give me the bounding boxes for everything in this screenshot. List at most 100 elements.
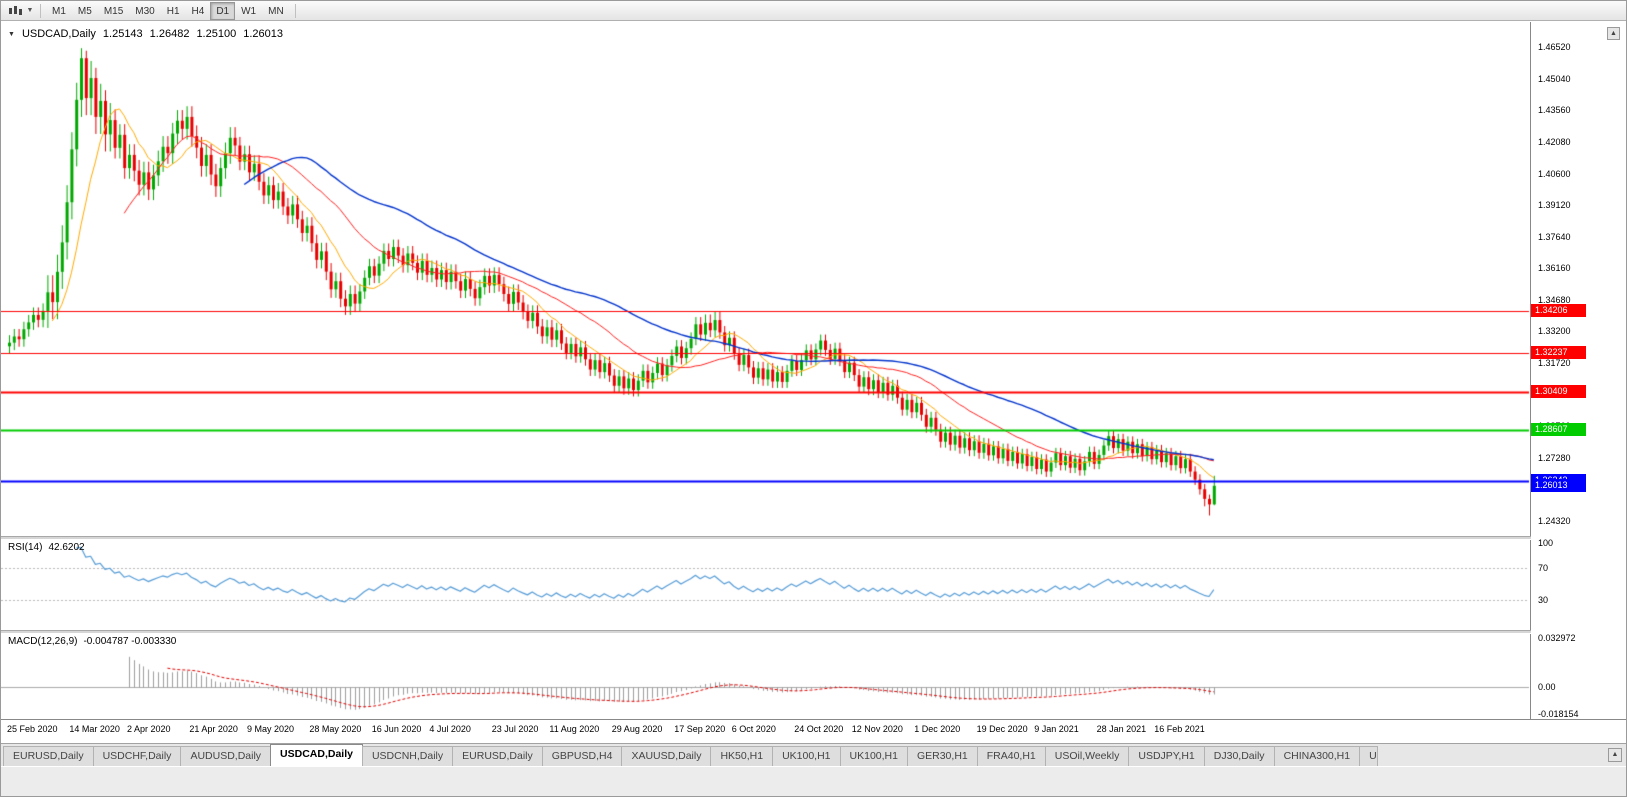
rsi-level-label: 70 [1538,562,1549,573]
price-axis-label: 1.36160 [1538,263,1571,274]
date-axis-label: 28 May 2020 [309,724,362,734]
price-axis-label: 1.42080 [1538,136,1571,147]
symbol-tab[interactable]: FRA40,H1 [976,746,1046,766]
date-axis-label: 12 Nov 2020 [851,724,903,734]
symbol-tab[interactable]: USOil,Weekly [1044,746,1130,766]
chart-symbol-label: USDCAD,Daily [21,28,96,40]
symbol-tab[interactable]: USDJPY,H1 [1128,746,1205,766]
timeframe-button-h1[interactable]: H1 [166,5,180,17]
chart-canvas[interactable] [1,22,1626,743]
ohlc-open: 1.25143 [102,28,143,40]
symbol-tab[interactable]: UK100,H1 [772,746,841,766]
symbol-tab[interactable]: DJ30,Daily [1203,746,1275,766]
timeframe-button-w1[interactable]: W1 [241,5,257,17]
timeframe-group: M1 M5 M15 M30 H1 H4 D1 W1 MN [46,1,290,20]
symbol-tab[interactable]: CHINA300,H1 [1273,746,1361,766]
date-axis[interactable]: 25 Feb 2020 14 Mar 2020 2 Apr 2020 21 Apr 2… [1,720,1626,742]
date-axis-label: 19 Dec 2020 [976,724,1028,734]
macd-indicator-label: MACD(12,26,9) -0.004787 -0.003330 [8,636,176,647]
date-axis-label: 6 Oct 2020 [731,724,776,734]
ohlc-close: 1.26013 [243,28,283,40]
toolbar-separator [40,3,41,18]
tab-scroll-button[interactable]: ▲ [1608,748,1622,762]
price-axis-label: 1.27280 [1538,452,1571,463]
price-axis-label: 1.24320 [1538,515,1571,526]
price-axis-label: 1.31720 [1538,358,1571,368]
timeframe-button-m1[interactable]: M1 [52,5,66,17]
rsi-value: 42.6202 [48,542,85,553]
price-axis-label: 1.43560 [1538,105,1571,116]
symbol-tab[interactable]: USDCHF,Daily [92,746,182,766]
date-axis-label: 9 Jan 2021 [1034,724,1079,734]
rsi-level-label: 30 [1538,595,1549,606]
date-axis-label: 4 Jul 2020 [429,724,471,734]
pane-splitter-macd[interactable] [1,630,1626,634]
status-bar [1,766,1626,796]
symbol-tab[interactable]: GBPUSD,H4 [541,746,623,766]
timeframe-button-mn[interactable]: MN [268,5,284,17]
symbol-tab[interactable]: XAUUSD,Daily [621,746,712,766]
symbol-caret-icon: ▼ [8,30,15,38]
macd-axis-label: 0.032972 [1538,633,1576,643]
macd-axis-label: -0.018154 [1538,709,1579,719]
hline-price-tag: 1.28607 [1531,423,1586,437]
macd-name: MACD(12,26,9) [8,636,78,647]
ohlc-high: 1.26482 [149,28,190,40]
symbol-tab[interactable]: USDCNH,Daily [361,746,454,766]
symbol-tab[interactable]: EURUSD,Daily [452,746,543,766]
symbol-tab[interactable]: EURUSD,Daily [3,746,94,766]
rsi-indicator-label: RSI(14) 42.6202 [8,542,85,553]
macd-axis-label: 0.00 [1538,682,1556,692]
candlestick-chart-icon[interactable] [5,3,25,19]
date-axis-label: 25 Feb 2020 [7,724,58,734]
timeframe-button-m30[interactable]: M30 [135,5,155,17]
date-axis-label: 21 Apr 2020 [189,724,238,734]
price-axis-separator [1530,22,1531,719]
symbol-tab[interactable]: GER30,H1 [906,746,978,766]
price-axis-label: 1.39120 [1538,200,1571,211]
toolbar-separator [294,3,296,18]
symbol-tabbar: EURUSD,Daily USDCHF,Daily AUDUSD,Daily USDC… [1,743,1626,766]
chart-title: ▼ USDCAD,Daily 1.25143 1.26482 1.25100 1… [8,28,283,40]
date-axis-label: 1 Dec 2020 [914,724,961,734]
date-axis-label: 11 Aug 2020 [549,724,600,734]
pane-splitter-rsi[interactable] [1,536,1626,540]
date-axis-label: 9 May 2020 [247,724,295,734]
date-axis-label: 16 Jun 2020 [371,724,422,734]
date-axis-separator [1,719,1626,720]
dropdown-caret-icon[interactable]: ▼ [26,7,34,14]
timeframe-button-d1[interactable]: D1 [210,1,236,20]
price-axis-label: 1.33200 [1538,326,1571,337]
timeframe-button-m5[interactable]: M5 [77,5,92,17]
price-axis-label: 1.40600 [1538,168,1571,179]
hline-price-tag: 1.30409 [1531,384,1586,398]
date-axis-label: 23 Jul 2020 [491,724,539,734]
ohlc-low: 1.25100 [196,28,237,40]
price-axis[interactable]: 1.46520 1.45040 1.43560 1.42080 1.40600 1.391… [1531,22,1626,719]
price-axis-label: 1.45040 [1538,73,1571,84]
rsi-level-label: 100 [1538,538,1554,548]
date-axis-label: 17 Sep 2020 [674,724,726,734]
macd-values: -0.004787 -0.003330 [83,636,177,647]
date-axis-label: 2 Apr 2020 [127,724,171,734]
price-axis-label: 1.37640 [1538,231,1571,242]
timeframe-button-h4[interactable]: H4 [191,5,205,17]
date-axis-label: 14 Mar 2020 [69,724,120,734]
symbol-tab[interactable]: AUDUSD,Daily [180,746,272,766]
timeframe-button-m15[interactable]: M15 [103,5,124,17]
symbol-tab[interactable]: UK100,H1 [839,746,908,766]
price-axis-label: 1.34680 [1538,294,1571,305]
chart-scroll-up-button[interactable]: ▲ [1607,27,1620,40]
rsi-name: RSI(14) [8,542,43,553]
date-axis-label: 24 Oct 2020 [794,724,844,734]
symbol-tab[interactable]: HK50,H1 [710,746,774,766]
current-price-tag: 1.26013 [1531,478,1586,492]
date-axis-label: 29 Aug 2020 [611,724,663,734]
chart-toolbar: ▼ M1 M5 M15 M30 H1 H4 D1 W1 MN [1,1,1626,21]
hline-price-tag: 1.34206 [1531,303,1586,317]
symbol-tab[interactable]: U [1359,746,1378,766]
hline-price-tag: 1.32237 [1531,345,1586,359]
date-axis-label: 16 Feb 2021 [1154,724,1205,734]
symbol-tab[interactable]: USDCAD,Daily [270,744,363,766]
